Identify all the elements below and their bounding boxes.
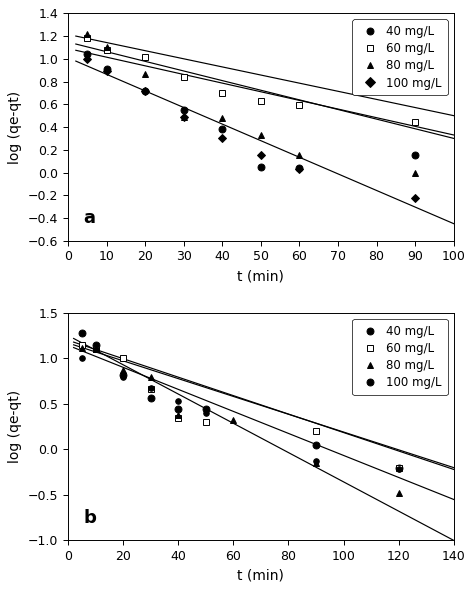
Legend: 40 mg/L, 60 mg/L, 80 mg/L, 100 mg/L: 40 mg/L, 60 mg/L, 80 mg/L, 100 mg/L [352,319,448,395]
Y-axis label: log (qe-qt): log (qe-qt) [9,390,22,463]
Text: b: b [83,509,96,527]
X-axis label: t (min): t (min) [237,269,284,283]
Y-axis label: log (qe-qt): log (qe-qt) [9,90,22,164]
Text: a: a [83,209,96,227]
Legend: 40 mg/L, 60 mg/L, 80 mg/L, 100 mg/L: 40 mg/L, 60 mg/L, 80 mg/L, 100 mg/L [352,20,448,95]
X-axis label: t (min): t (min) [237,569,284,583]
